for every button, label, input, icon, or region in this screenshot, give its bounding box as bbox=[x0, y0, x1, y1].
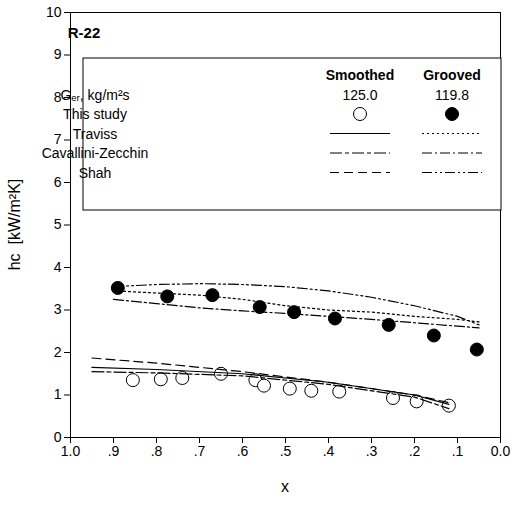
svg-text:1.0: 1.0 bbox=[61, 443, 81, 459]
svg-text:Shah: Shah bbox=[79, 165, 112, 181]
svg-text:9: 9 bbox=[54, 46, 62, 62]
svg-text:.4: .4 bbox=[323, 443, 335, 459]
svg-text:.6: .6 bbox=[237, 443, 249, 459]
svg-text:2: 2 bbox=[54, 344, 62, 360]
svg-text:7: 7 bbox=[53, 131, 62, 148]
svg-text:.3: .3 bbox=[366, 443, 378, 459]
svg-text:8: 8 bbox=[53, 89, 62, 105]
svg-text:3: 3 bbox=[54, 301, 62, 317]
svg-text:Gₑᵣ, kg/m²s: Gₑᵣ, kg/m²s bbox=[60, 87, 129, 103]
svg-text:.1: .1 bbox=[452, 443, 464, 459]
svg-text:.7: .7 bbox=[194, 443, 206, 459]
svg-text:x: x bbox=[281, 478, 289, 495]
svg-text:.5: .5 bbox=[280, 443, 292, 459]
svg-text:10: 10 bbox=[46, 4, 62, 20]
svg-text:.9: .9 bbox=[108, 443, 120, 459]
svg-text:R-22: R-22 bbox=[68, 24, 101, 41]
svg-text:1: 1 bbox=[54, 386, 62, 402]
svg-text:.8: .8 bbox=[151, 443, 163, 459]
svg-text:0: 0 bbox=[53, 429, 62, 445]
svg-text:hc [kW/m²K]: hc [kW/m²K] bbox=[6, 179, 23, 271]
svg-text:Cavallini-Zecchin: Cavallini-Zecchin bbox=[42, 145, 149, 161]
svg-text:This study: This study bbox=[63, 106, 127, 122]
svg-text:Grooved: Grooved bbox=[423, 67, 481, 83]
svg-text:125.0: 125.0 bbox=[342, 87, 377, 103]
svg-text:Traviss: Traviss bbox=[73, 126, 118, 142]
svg-text:119.8: 119.8 bbox=[435, 87, 469, 103]
svg-text:6: 6 bbox=[54, 174, 62, 190]
svg-text:.2: .2 bbox=[409, 443, 421, 459]
svg-text:Smoothed: Smoothed bbox=[326, 67, 394, 83]
svg-text:5: 5 bbox=[54, 216, 62, 232]
svg-text:4: 4 bbox=[54, 259, 62, 275]
svg-text:0.0: 0.0 bbox=[491, 443, 511, 459]
